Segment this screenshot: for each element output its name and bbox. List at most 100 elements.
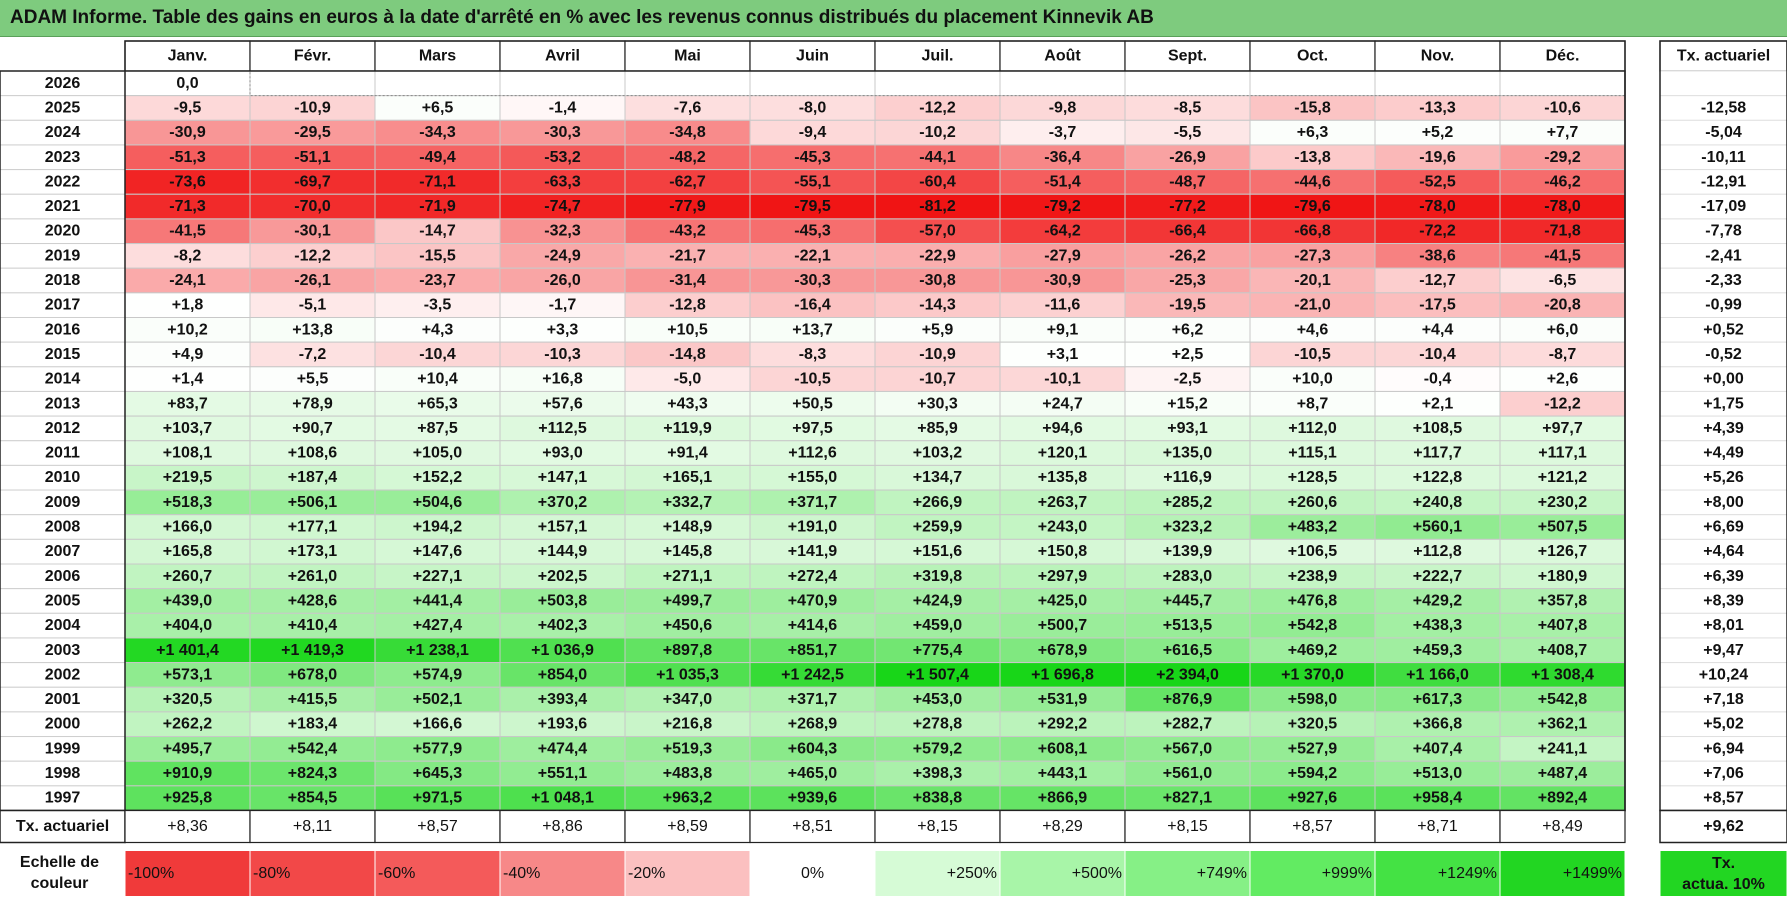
heat-cell [749,588,876,614]
heat-cell [374,514,501,540]
cell-value: -21,0 [1294,297,1331,314]
year-label-2013: 2013 [45,395,81,412]
rate-cell [1659,464,1787,491]
rate-cell [1659,267,1787,294]
year-label-2022: 2022 [45,173,81,190]
cell-value: +439,0 [163,592,212,609]
cell-value: +567,0 [1163,740,1212,757]
cell-value: +135,8 [1038,469,1087,486]
heat-cell [1124,662,1251,688]
cell-value: -10,1 [1044,371,1081,388]
heat-cell [1374,736,1501,762]
cell-value: +13,8 [292,321,333,338]
heat-cell [249,218,376,245]
year-label-2024: 2024 [45,124,81,141]
cell-value: +503,8 [538,592,587,609]
rate-value-2015: -0,52 [1705,346,1742,363]
cell-value: +120,1 [1038,445,1087,462]
cell-value: -30,8 [919,272,956,289]
cell-value: +393,4 [538,691,587,708]
rate-value-1999: +6,94 [1703,740,1744,757]
cell-value: +268,9 [788,716,837,733]
year-label-2016: 2016 [45,321,81,338]
cell-value: +103,2 [913,445,962,462]
heat-cell [999,193,1126,220]
cell-value: -7,6 [674,99,702,116]
cell-value: -0,4 [1424,371,1452,388]
cell-value: +157,1 [538,519,587,536]
heat-cell [1374,193,1501,220]
summary-value-10: +8,57 [1292,818,1333,835]
heat-cell [749,514,876,540]
heat-cell [249,390,376,417]
summary-value-8: +8,29 [1042,818,1083,835]
cell-value: -14,8 [669,346,706,363]
year-label-1999: 1999 [45,740,81,757]
cell-value: +112,6 [788,445,837,462]
heat-cell [124,341,251,368]
rate-value-2025: -12,58 [1701,99,1746,116]
cell-value: +429,2 [1413,592,1462,609]
heat-cell [999,464,1126,491]
heat-cell [1124,243,1251,269]
heat-cell [1249,267,1376,294]
cell-value: +128,5 [1288,469,1337,486]
cell-value: -10,5 [794,371,831,388]
heat-cell [1124,144,1251,171]
heat-cell [374,785,501,811]
heat-cell [1499,464,1626,491]
cell-value: -74,7 [544,198,581,215]
cell-value: +4,4 [1422,321,1454,338]
heat-cell [999,317,1126,343]
cell-value: +518,3 [163,494,212,511]
cell-value: +1 242,5 [781,666,844,683]
cell-value: -30,9 [1044,272,1081,289]
cell-value: +4,6 [1297,321,1329,338]
cell-value: -10,6 [1544,99,1581,116]
rate-cell [1659,243,1787,269]
heat-cell [874,514,1001,540]
cell-value: +272,4 [788,568,837,585]
cell-value: -66,8 [1294,223,1331,240]
cell-value: +370,2 [538,494,587,511]
scale-label-11: +1249% [1438,865,1497,882]
rate-value-2003: +9,47 [1703,642,1744,659]
cell-value: -79,6 [1294,198,1331,215]
cell-value: +604,3 [788,740,837,757]
cell-value: +2,1 [1422,395,1454,412]
year-label-2010: 2010 [45,469,81,486]
cell-value: +854,5 [288,790,337,807]
scale-label-12: +1499% [1563,865,1622,882]
cell-value: -13,8 [1294,149,1331,166]
cell-value: +927,6 [1288,790,1337,807]
cell-value: +502,1 [413,691,462,708]
heat-cell [1249,514,1376,540]
summary-value-5: +8,59 [667,818,708,835]
heat-cell [874,390,1001,417]
cell-value: -22,1 [794,247,831,264]
heat-cell [874,119,1001,146]
cell-value: -30,1 [294,223,331,240]
cell-value: -5,1 [299,297,327,314]
cell-value: +93,1 [1167,420,1208,437]
cell-value: +10,4 [417,371,458,388]
cell-value: +407,4 [1413,740,1462,757]
cell-value: -79,5 [794,198,831,215]
cell-value: -10,3 [544,346,581,363]
cell-value: -45,3 [794,149,831,166]
cell-value: +227,1 [413,568,462,585]
heat-cell [624,489,751,516]
summary-rate-cell [1659,809,1787,844]
cell-value: +1 166,0 [1406,666,1469,683]
heat-cell [1124,637,1251,664]
cell-value: +616,5 [1163,642,1212,659]
cell-value: +470,9 [788,592,837,609]
cell-value: +445,7 [1163,592,1212,609]
heat-cell [749,70,876,97]
heat-cell [749,218,876,245]
cell-value: +97,7 [1542,420,1583,437]
cell-value: +165,8 [163,543,212,560]
heat-cell [999,341,1126,368]
cell-value: +10,2 [167,321,208,338]
cell-value: -52,5 [1419,173,1456,190]
